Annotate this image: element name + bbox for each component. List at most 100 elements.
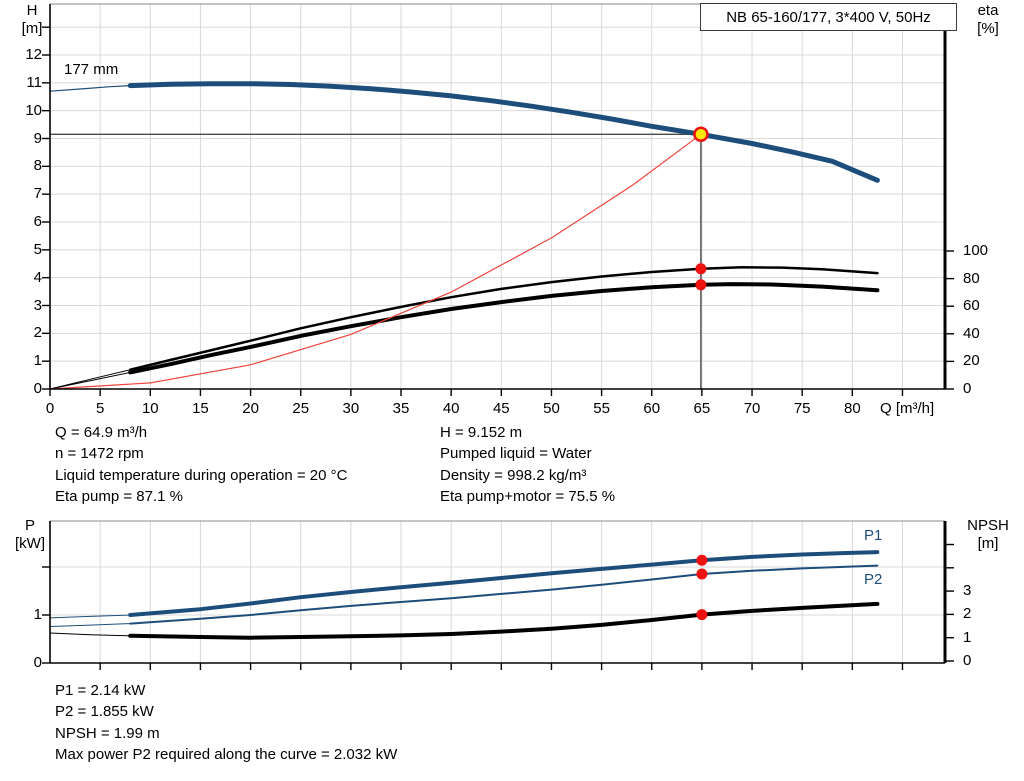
- q-axis-label: Q [m³/h]: [880, 400, 935, 417]
- tick-label: 55: [593, 400, 610, 417]
- p2-series-label: P2: [864, 571, 883, 588]
- info-p2: P2 = 1.855 kW: [55, 703, 154, 721]
- info-npsh: NPSH = 1.99 m: [55, 724, 160, 742]
- curve-eta-pump-motor: [128, 282, 880, 375]
- p-axis-label-symbol: P: [24, 517, 35, 534]
- tick-label: 5: [95, 400, 105, 417]
- tick-label: 80: [843, 400, 861, 417]
- tick-label: 0: [963, 652, 972, 669]
- tick-label: 20: [242, 400, 259, 417]
- tick-label: 0: [963, 380, 972, 397]
- tick-label: 70: [743, 400, 761, 417]
- tick-label: 60: [963, 297, 980, 315]
- tick-label: 2: [963, 605, 972, 623]
- tick-label: 10: [25, 101, 42, 119]
- tick-label: 45: [492, 400, 510, 417]
- tick-label: 8: [33, 157, 42, 175]
- info-eta-pump: Eta pump = 87.1 %: [55, 487, 183, 505]
- tick-label: 2: [33, 324, 42, 342]
- tick-marks: [42, 543, 954, 670]
- curve-value-marker: [696, 554, 708, 566]
- curve-value-marker: [695, 263, 707, 275]
- tick-label: 80: [963, 269, 980, 287]
- curve-p1-lead: [49, 614, 131, 619]
- tick-label: 60: [643, 400, 661, 417]
- curve-pump-head-177mm: [127, 81, 880, 183]
- tick-label: 25: [292, 400, 310, 417]
- p-axis-label-unit: [kW]: [15, 535, 45, 552]
- curve-value-marker: [695, 279, 707, 291]
- tick-label: 6: [33, 213, 42, 230]
- tick-label: 3: [33, 296, 42, 314]
- tick-label: 0: [33, 654, 42, 671]
- curve-pump-head-177mm-lead: [49, 84, 131, 92]
- curve-npsh-lead: [49, 632, 131, 637]
- info-density: Density = 998.2 kg/m³: [440, 466, 587, 484]
- curve-p2: [129, 564, 879, 625]
- tick-label: 7: [33, 185, 42, 203]
- gridlines: [50, 4, 945, 389]
- pump-title-box: NB 65-160/177, 3*400 V, 50Hz: [700, 3, 957, 31]
- tick-label: 4: [33, 268, 42, 286]
- info-n: n = 1472 rpm: [55, 445, 144, 463]
- operating-data-right: H = 9.152 m Pumped liquid = Water Densit…: [440, 422, 615, 507]
- info-pumped-liquid: Pumped liquid = Water: [440, 445, 592, 463]
- tick-label: 0: [45, 400, 55, 417]
- tick-label: 40: [963, 324, 980, 342]
- tick-label: 3: [963, 582, 972, 600]
- tick-label: 30: [342, 400, 360, 417]
- plot-frame: [49, 520, 947, 664]
- tick-label: 11: [26, 73, 42, 91]
- tick-label: 1: [963, 628, 972, 646]
- operating-data-left: Q = 64.9 m³/h n = 1472 rpm Liquid temper…: [55, 422, 347, 507]
- curve-system-curve: [49, 133, 702, 390]
- eta-axis-label-unit: [%]: [977, 20, 999, 37]
- npsh-axis-label-symbol: NPSH: [967, 517, 1009, 534]
- curve-value-marker: [696, 568, 708, 580]
- tick-label: 50: [543, 400, 560, 417]
- h-axis-label-unit: [m]: [21, 20, 43, 37]
- tick-label: 12: [25, 46, 42, 63]
- tick-label: 0: [33, 380, 42, 397]
- tick-label: 10: [141, 400, 159, 417]
- tick-label: 20: [963, 352, 980, 370]
- tick-label: 1: [33, 352, 42, 370]
- info-h: H = 9.152 m: [440, 424, 523, 441]
- tick-label: 9: [33, 129, 42, 147]
- info-liquid-temp: Liquid temperature during operation = 20…: [55, 466, 348, 484]
- tick-label: 5: [33, 240, 42, 258]
- info-q: Q = 64.9 m³/h: [55, 424, 148, 441]
- info-p1: P1 = 2.14 kW: [55, 682, 146, 699]
- curve-value-marker: [696, 609, 708, 621]
- info-eta-pump-motor: Eta pump+motor = 75.5 %: [440, 487, 616, 505]
- impeller-diameter-label: 177 mm: [64, 61, 119, 78]
- p1-series-label: P1: [864, 527, 883, 544]
- duty-point-marker: [693, 126, 709, 143]
- duty-point-data: P1 = 2.14 kW P2 = 1.855 kW NPSH = 1.99 m…: [55, 680, 397, 765]
- tick-marks: [42, 26, 954, 396]
- curve-eta-pump-motor-lead: [49, 371, 131, 390]
- tick-label: 40: [442, 400, 460, 417]
- main-chart: [42, 3, 954, 396]
- h-axis-label-symbol: H: [26, 2, 38, 19]
- tick-label: 1: [33, 606, 42, 623]
- tick-label: 65: [693, 400, 711, 417]
- eta-axis-label-symbol: eta: [977, 2, 999, 19]
- curve-p1: [128, 550, 880, 617]
- tick-label: 15: [192, 400, 209, 417]
- tick-label: 75: [793, 400, 811, 417]
- gridlines: [50, 521, 945, 663]
- npsh-axis-label: NPSH [m]: [960, 517, 1016, 553]
- curve-eta-pump: [128, 266, 879, 371]
- tick-label: 100: [963, 242, 989, 259]
- eta-axis-label: eta [%]: [968, 2, 1008, 38]
- tick-label: 35: [392, 400, 410, 417]
- curve-p2-lead: [49, 623, 131, 627]
- npsh-axis-label-unit: [m]: [977, 535, 999, 552]
- duty-point-guides: [50, 133, 702, 389]
- h-axis-label: H [m]: [14, 2, 50, 38]
- info-max-p2: Max power P2 required along the curve = …: [55, 745, 398, 763]
- curve-npsh: [128, 601, 880, 640]
